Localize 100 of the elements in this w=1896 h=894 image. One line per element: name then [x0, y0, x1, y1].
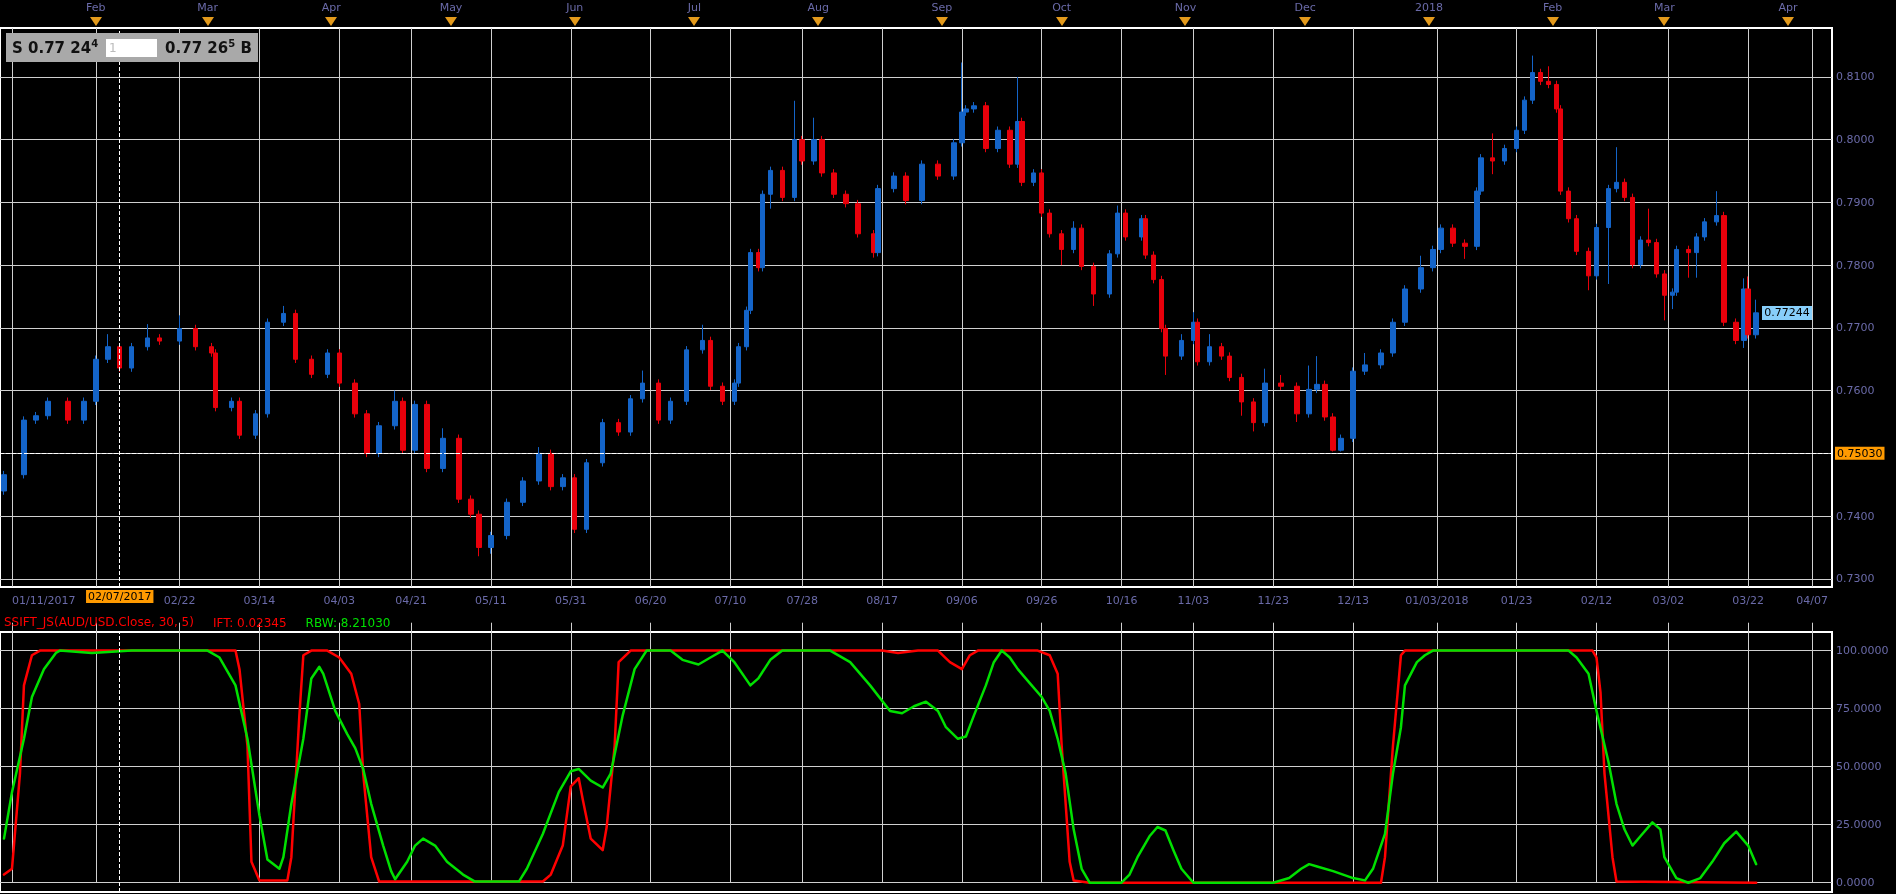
x-tick-label: 03/22 [1732, 594, 1765, 607]
candlestick [45, 397, 51, 420]
candlestick [476, 509, 482, 557]
candlestick [1662, 269, 1667, 321]
candlestick [1227, 351, 1232, 382]
candlestick [400, 397, 406, 455]
candlestick [1614, 146, 1619, 193]
candlestick [1195, 317, 1200, 367]
candlestick [488, 531, 494, 555]
candlestick [1262, 368, 1268, 427]
candlestick [656, 378, 661, 425]
candlestick [281, 305, 286, 327]
x-tick-label: 01/03/2018 [1405, 594, 1469, 607]
candlestick [1594, 223, 1599, 281]
candlestick [1714, 190, 1719, 227]
candlestick [1007, 126, 1013, 169]
x-tick-label: 04/21 [395, 594, 427, 607]
candlestick [1219, 342, 1224, 361]
candlestick [1107, 249, 1112, 299]
candlestick [293, 309, 298, 364]
candlestick [600, 418, 605, 468]
candlestick [1390, 317, 1396, 358]
x-tick-label: 02/12 [1580, 594, 1613, 607]
candlestick [468, 494, 474, 519]
candlestick [1522, 95, 1527, 135]
candlestick [1031, 168, 1036, 187]
text: RBW: 8.21030 [305, 616, 391, 630]
candlestick [572, 473, 577, 534]
candlestick [951, 138, 957, 181]
x2-tick-label: Nov [1174, 1, 1197, 14]
candlestick [157, 333, 162, 346]
x2-tick-label: Feb [1542, 1, 1563, 14]
x-tick-label: 07/10 [714, 594, 747, 607]
candlestick [440, 427, 446, 473]
x-tick-label: 01/23 [1500, 594, 1533, 607]
y-tick-label: 100.0000 [1836, 644, 1889, 658]
x2-tick-label: Jul [686, 1, 702, 14]
candlestick [1059, 229, 1064, 266]
candlestick [265, 317, 270, 419]
candlestick [720, 381, 725, 406]
candlestick [1123, 208, 1128, 242]
x2-tick-label: 2018 [1414, 1, 1443, 14]
candlestick [309, 354, 314, 379]
candlestick [819, 135, 825, 178]
y-tick-label: 0.7300 [1836, 572, 1875, 586]
candlestick [1207, 333, 1212, 367]
candlestick [780, 166, 785, 202]
y-tick-label: 0.7900 [1836, 195, 1875, 209]
candlestick [21, 415, 27, 479]
candlestick [995, 126, 1001, 153]
candlestick [983, 101, 989, 153]
candlestick [1686, 245, 1691, 279]
x-tick-label: 03/02 [1652, 594, 1685, 607]
x-tick-label: 03/14 [243, 594, 276, 607]
candlestick [1450, 223, 1456, 248]
candlestick [1646, 208, 1651, 247]
x2-tick-label: Aug [807, 1, 829, 14]
y-tick-label: 75.0000 [1836, 702, 1882, 716]
x-tick-label: 10/16 [1105, 594, 1138, 607]
candlestick [177, 314, 182, 346]
candlestick [1538, 68, 1543, 86]
x-tick-label: 04/07 [1796, 594, 1828, 607]
candlestick [1438, 223, 1444, 254]
x-tick-label: 08/17 [866, 594, 898, 607]
candlestick [65, 397, 71, 425]
candlestick [253, 409, 258, 440]
candlestick [1733, 317, 1739, 345]
annotation: 0.77 26$^{5}$ B [165, 38, 252, 57]
candlestick [504, 498, 510, 540]
x-tick-label: 12/13 [1337, 594, 1369, 607]
candlestick [364, 409, 370, 458]
candlestick [1251, 397, 1256, 432]
candlestick [700, 324, 705, 355]
candlestick [229, 397, 234, 412]
candlestick [1574, 214, 1579, 256]
candlestick [891, 171, 897, 193]
x2-tick-label: Sep [931, 1, 953, 14]
candlestick [1, 470, 7, 496]
candlestick [831, 168, 837, 199]
candlestick [959, 62, 965, 148]
candlestick [1350, 366, 1356, 443]
candlestick [1418, 255, 1424, 294]
candlestick [855, 199, 861, 239]
x-tick-label: 09/06 [946, 594, 978, 607]
candlestick [843, 189, 849, 208]
candlestick [1654, 238, 1659, 279]
y-tick-label: 0.7400 [1836, 509, 1875, 523]
candlestick [708, 336, 713, 391]
x2-tick-label: Mar [1653, 1, 1676, 14]
candlestick [1622, 178, 1627, 202]
x2-tick-label: Mar [197, 1, 219, 14]
candlestick [1514, 126, 1519, 153]
candlestick [105, 333, 111, 364]
candlestick [412, 400, 418, 455]
candlestick [1143, 214, 1148, 260]
candlestick [1151, 250, 1156, 284]
x2-tick-label: May [439, 1, 463, 14]
candlestick [616, 418, 621, 437]
candlestick [668, 397, 673, 425]
x-tick-label: 05/11 [475, 594, 507, 607]
